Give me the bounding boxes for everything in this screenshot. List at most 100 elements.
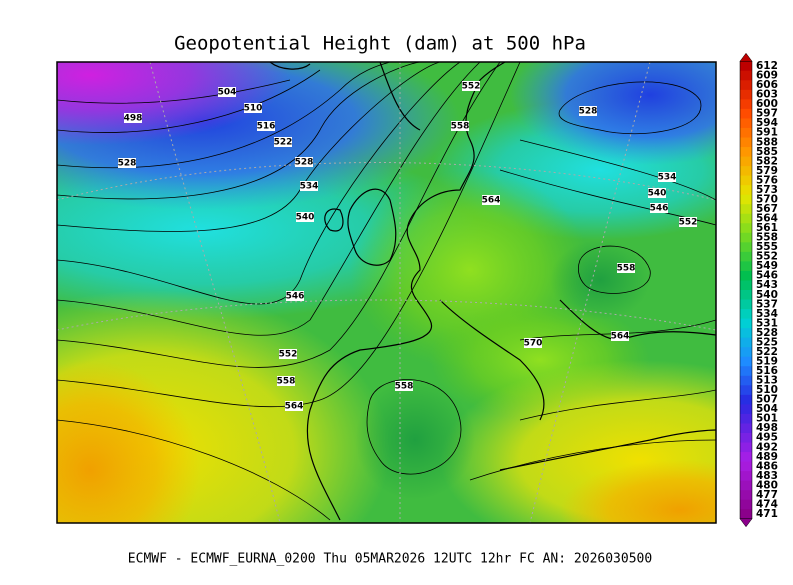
contour-label: 558 — [451, 122, 470, 132]
colorbar-label: 528 — [756, 327, 778, 339]
colorbar-segment — [740, 461, 752, 472]
contour-label: 528 — [295, 158, 314, 168]
map-title: Geopotential Height (dam) at 500 hPa — [174, 33, 586, 55]
colorbar-label: 600 — [756, 98, 778, 110]
colorbar-segment — [740, 299, 752, 310]
colorbar-label: 486 — [756, 460, 778, 472]
colorbar-segment — [740, 404, 752, 415]
colorbar-segment — [740, 432, 752, 444]
colorbar-label: 570 — [756, 193, 778, 205]
colorbar-segment — [740, 137, 752, 148]
colorbar-label: 579 — [756, 165, 778, 177]
contour-label-bg — [462, 81, 480, 91]
contour-label: 516 — [257, 122, 276, 132]
contour-label: 558 — [617, 264, 636, 274]
colorbar-segment — [740, 356, 752, 367]
colorbar-label: 519 — [756, 355, 778, 367]
colorbar-segment — [740, 242, 752, 253]
colorbar-segment — [740, 61, 752, 72]
colorbar-label: 537 — [756, 298, 778, 310]
colorbar-label: 549 — [756, 260, 778, 272]
colorbar-label: 522 — [756, 346, 778, 358]
contour-label: 540 — [648, 189, 667, 199]
colorbar-segment — [740, 89, 752, 100]
contour-label-bg — [617, 263, 635, 273]
colorbar-label: 591 — [756, 127, 778, 139]
contour-label: 522 — [274, 138, 293, 148]
colorbar-segment — [740, 99, 752, 110]
map-frame — [56, 61, 717, 524]
colorbar-label: 471 — [756, 508, 778, 520]
colorbar-segment — [740, 452, 752, 463]
contour-label: 534 — [658, 173, 677, 183]
colorbar-label: 585 — [756, 146, 778, 158]
contour-label: 546 — [650, 204, 669, 214]
colorbar-label: 576 — [756, 174, 778, 186]
contour-label: 564 — [482, 196, 501, 206]
colorbar-label: 489 — [756, 451, 778, 463]
colorbar-segment — [740, 80, 752, 91]
colorbar-segment — [740, 394, 752, 405]
contour-label-bg — [524, 338, 542, 348]
contour-label: 552 — [462, 82, 481, 92]
colorbar-segment — [740, 166, 752, 177]
contour-label-bg — [286, 291, 304, 301]
contour-label-bg — [648, 188, 666, 198]
colorbar-segment — [740, 118, 752, 129]
colorbar-segment — [740, 375, 752, 386]
colorbar-label: 483 — [756, 470, 778, 482]
colorbar-label: 474 — [756, 498, 778, 510]
colorbar-segment — [740, 413, 752, 424]
contour-label-bg — [300, 181, 318, 191]
contour-label: 510 — [244, 104, 263, 114]
colorbar-segment — [740, 147, 752, 158]
contour-lines — [57, 62, 716, 521]
colorbar-frame — [739, 60, 753, 520]
graticule — [57, 62, 716, 523]
contour-label-bg — [658, 172, 676, 182]
colorbar-label: 531 — [756, 317, 778, 329]
colorbar-segment — [740, 471, 752, 482]
colorbar-segment — [740, 423, 752, 434]
colorbar-segment — [740, 204, 752, 215]
colorbar-label: 477 — [756, 489, 778, 501]
colorbar-segment — [740, 490, 752, 501]
colorbar-segment — [740, 232, 752, 243]
contour-label: 498 — [124, 114, 143, 124]
contour-label: 558 — [395, 382, 414, 392]
colorbar-label: 564 — [756, 213, 778, 225]
colorbar-label: 594 — [756, 117, 778, 129]
contour-label-bg — [279, 349, 297, 359]
colorbar-segment — [740, 194, 752, 205]
contour-label-bg — [124, 113, 142, 123]
colorbar-segment — [740, 156, 752, 167]
colorbar-label: 573 — [756, 184, 778, 196]
contour-label-bg — [679, 217, 697, 227]
colorbar-label: 504 — [756, 403, 778, 415]
contour-label-bg — [451, 121, 469, 131]
colorbar-segment — [740, 385, 752, 396]
colorbar-segment — [740, 290, 752, 301]
colorbar-label: 543 — [756, 279, 778, 291]
contour-label-bg — [285, 401, 303, 411]
colorbar-label: 603 — [756, 89, 778, 101]
colorbar-label: 507 — [756, 394, 778, 406]
colorbar-segment — [740, 318, 752, 329]
colorbar-label: 582 — [756, 155, 778, 167]
colorbar-segment — [740, 337, 752, 348]
contour-label: 504 — [218, 88, 237, 98]
colorbar-label: 606 — [756, 79, 778, 91]
colorbar-label: 546 — [756, 270, 778, 282]
contour-label: 552 — [279, 350, 298, 360]
colorbar-segment — [740, 108, 752, 119]
contour-label: 534 — [300, 182, 319, 192]
contour-label-bg — [218, 87, 236, 97]
colorbar-label: 609 — [756, 70, 778, 82]
colorbar-top-arrow — [739, 52, 753, 62]
colorbar-label: 555 — [756, 241, 778, 253]
colorbar-segment — [740, 270, 752, 281]
contour-label-bg — [650, 203, 668, 213]
contour-label-bg — [579, 106, 597, 116]
